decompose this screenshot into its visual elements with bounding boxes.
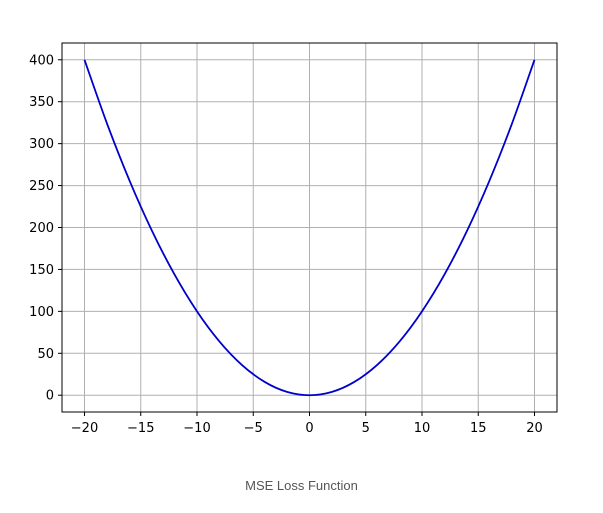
x-tick-label: 20 [526, 421, 543, 436]
y-tick-label: 150 [29, 263, 54, 278]
series-line-0 [83, 59, 536, 397]
y-tick-label: 250 [29, 179, 54, 194]
y-tick-label: 200 [29, 221, 54, 236]
grid-lines [62, 43, 557, 412]
x-tick-label: 0 [305, 421, 313, 436]
x-tick-label: 10 [414, 421, 431, 436]
x-tick-labels: −20 −15 −10 −5 0 5 10 15 20 [71, 421, 543, 436]
mse-loss-chart: −20 −15 −10 −5 0 5 10 15 20 0 50 100 150 200 250 300 35… [29, 42, 558, 436]
ticks [58, 59, 535, 416]
y-tick-label: 300 [29, 137, 54, 152]
chart-caption: MSE Loss Function [245, 478, 358, 493]
x-tick-label: −15 [127, 421, 154, 436]
series-layer [83, 59, 536, 397]
y-tick-label: 400 [29, 53, 54, 68]
y-tick-label: 350 [29, 95, 54, 110]
x-tick-label: −10 [183, 421, 210, 436]
x-tick-label: 15 [470, 421, 487, 436]
y-tick-label: 0 [46, 389, 54, 404]
y-tick-label: 100 [29, 305, 54, 320]
y-tick-labels: 0 50 100 150 200 250 300 350 400 [29, 53, 54, 403]
x-tick-label: −5 [244, 421, 263, 436]
y-tick-label: 50 [37, 347, 54, 362]
x-tick-label: −20 [71, 421, 98, 436]
x-tick-label: 5 [362, 421, 370, 436]
